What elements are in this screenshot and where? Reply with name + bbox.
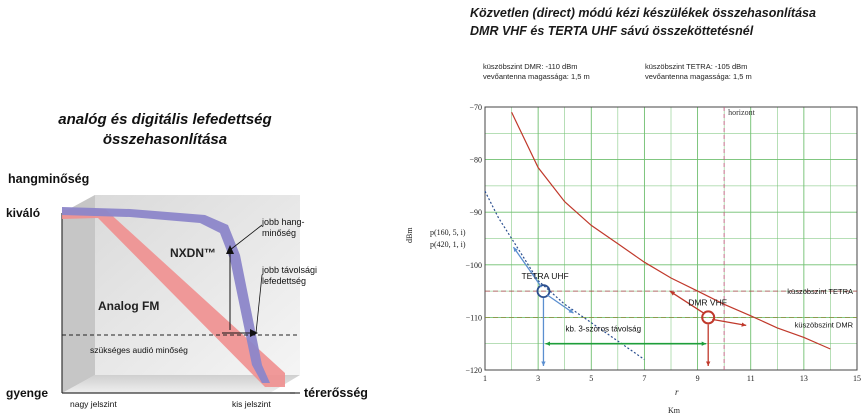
right-title-line2: DMR VHF és TERTA UHF sávú összeköttetésn… (470, 24, 754, 38)
range-arrow-right-head (701, 341, 707, 346)
y-tick-label: −90 (469, 208, 482, 217)
legend-p420: p(420, 1, i) (430, 240, 466, 249)
right-title-line1: Közvetlen (direct) módú kézi készülékek … (470, 6, 816, 20)
right-chart-title: Közvetlen (direct) módú kézi készülékek … (470, 4, 860, 40)
tetra-drop-arrow-head (541, 361, 546, 366)
dmr-marker (701, 310, 716, 325)
x-right-label: kis jelszint (232, 399, 271, 409)
x-tick-label: 11 (747, 374, 755, 383)
x-tick-label: 3 (536, 374, 540, 383)
y-axis-label: hangminőség (8, 172, 89, 186)
tetra-slope-arrow-down-head (568, 308, 574, 314)
tetra-uhf-curve (484, 190, 645, 360)
chart-floor (62, 375, 300, 393)
tetra-marker (536, 284, 551, 299)
y-tick-label: −70 (469, 103, 482, 112)
tetra-threshold-label: küszöbszint TETRA (787, 287, 853, 296)
y-top-label: kiváló (6, 206, 40, 220)
coverage-leader-line (255, 274, 263, 334)
x-tick-label: 5 (589, 374, 593, 383)
dmr-vhf-label: DMR VHF (688, 297, 727, 307)
tetra-slope-arrow-up-head (513, 247, 518, 253)
dmr-antenna-info: vevőantenna magassága: 1,5 m (483, 72, 590, 81)
right-chart: −70−80−90−100−110−120 1 3 5 7 9 11 13 15 p(160,… (405, 103, 861, 415)
analog-fm-band (62, 209, 285, 387)
left-title-line2: összehasonlítása (102, 131, 228, 148)
chart-side-wall (62, 195, 95, 393)
y-tick-label: −110 (466, 313, 482, 322)
tetra-info: küszöbszint TETRA: -105 dBm vevőantenna … (645, 62, 752, 82)
required-quality-label: szükséges audió minőség (90, 345, 188, 355)
better-quality-note: jobb hang-minőség (261, 217, 305, 238)
dmr-info: küszöbszint DMR: -110 dBm vevőantenna ma… (483, 62, 590, 82)
right-x-label-r: r (675, 387, 679, 397)
tetra-slope-arrow-down (547, 294, 574, 314)
dmr-threshold-label: küszöbszint DMR (795, 320, 854, 329)
nxdn-label: NXDN™ (170, 246, 216, 260)
x-left-label: nagy jelszint (70, 399, 117, 409)
horizon-label: horizont (728, 108, 755, 117)
tetra-uhf-label: TETRA UHF (521, 271, 568, 281)
quality-leader-line (229, 224, 263, 251)
tetra-antenna-info: vevőantenna magassága: 1,5 m (645, 72, 752, 81)
range-ratio-label: kb. 3-szoros távolság (565, 325, 641, 334)
tetra-slope-arrow-up (512, 246, 542, 288)
right-plot-frame (484, 106, 858, 371)
dmr-slope-arrow-up (669, 290, 705, 314)
left-chart-title: analóg és digitális lefedettség összehas… (20, 110, 310, 150)
right-y-label: dBm (405, 227, 414, 243)
range-arrow-left-head (545, 341, 550, 346)
legend-p160: p(160, 5, i) (430, 228, 466, 237)
dmr-vhf-curve (511, 112, 831, 350)
right-x-label-km: Km (668, 406, 681, 415)
y-tick-labels: −70 −80 −90 −100 −110 −120 (465, 103, 482, 375)
analog-fm-label: Analog FM (98, 299, 159, 313)
x-tick-label: 9 (696, 374, 700, 383)
y-tick-label: −120 (465, 366, 482, 375)
y-tick-label: −100 (465, 261, 482, 270)
x-tick-label: 13 (800, 374, 808, 383)
x-tick-labels: 1 3 5 7 9 11 13 15 (483, 374, 861, 383)
reference-lines (485, 107, 857, 370)
y-bottom-label: gyenge (6, 386, 48, 400)
x-tick-label: 1 (483, 374, 487, 383)
dmr-slope-arrow-up-head (670, 291, 676, 296)
left-chart: szükséges audió minőség NXDN™ Analog FM … (6, 172, 368, 409)
right-annotations (512, 246, 747, 366)
dmr-drop-arrow-head (706, 361, 711, 366)
x-tick-label: 15 (853, 374, 861, 383)
tetra-threshold-info: küszöbszint TETRA: -105 dBm (645, 62, 748, 71)
y-tick-label: −80 (469, 156, 482, 165)
left-title-line1: analóg és digitális lefedettség (58, 111, 272, 128)
dmr-slope-arrow-down (712, 318, 747, 327)
x-tick-label: 7 (642, 374, 646, 383)
dmr-slope-arrow-down-head (741, 322, 747, 327)
dmr-threshold-info: küszöbszint DMR: -110 dBm (483, 62, 578, 71)
x-axis-label: térerősség (304, 386, 368, 400)
right-chart-grid (484, 106, 858, 371)
better-coverage-note: jobb távolsági lefedettség (261, 265, 317, 286)
coverage-arrow-head (250, 329, 258, 337)
